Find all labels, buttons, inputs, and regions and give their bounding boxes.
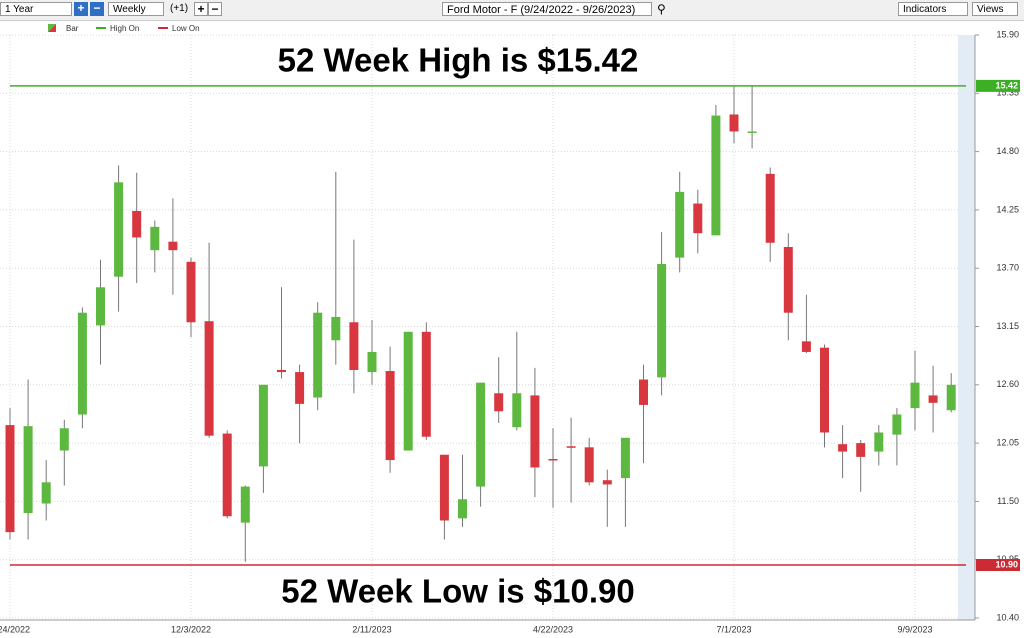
x-tick-label: 4/22/2023 <box>533 624 573 634</box>
candle-body <box>476 382 486 487</box>
candle-body <box>168 241 178 251</box>
candle-body <box>41 482 51 504</box>
future-zone <box>958 35 975 620</box>
x-tick-label: 9/24/2022 <box>0 624 30 634</box>
y-tick-label: 10.40 <box>996 612 1019 622</box>
chart: 10.4010.9511.5012.0512.6013.1513.7014.25… <box>0 24 1020 634</box>
candle-body <box>711 115 721 236</box>
candle-body <box>693 203 703 234</box>
candle-body <box>186 261 196 323</box>
candle-body <box>838 444 848 452</box>
candle-body <box>132 210 142 238</box>
candle-body <box>584 447 594 483</box>
candle-body <box>349 322 359 370</box>
candle-body <box>59 428 69 451</box>
legend-icon <box>48 24 56 32</box>
toolbar: 1 Year + − Weekly (+1) + − Ford Motor - … <box>0 0 1024 21</box>
candle-body <box>620 437 630 479</box>
candle-body <box>222 433 232 517</box>
candle-body <box>403 331 413 451</box>
reference-label-box <box>976 559 1020 571</box>
candle-body <box>331 316 341 341</box>
x-tick-label: 7/1/2023 <box>716 624 751 634</box>
candle-body <box>5 425 15 533</box>
candle-body <box>77 312 87 415</box>
x-tick-label: 12/3/2022 <box>171 624 211 634</box>
indicators-select[interactable]: Indicators <box>898 2 968 16</box>
candle-body <box>874 432 884 452</box>
candle-body <box>946 384 956 411</box>
candle-body <box>783 247 793 313</box>
y-tick-label: 11.50 <box>997 496 1019 506</box>
reference-label: 15.42 <box>995 80 1018 90</box>
candle-body <box>602 480 612 485</box>
candle-body <box>114 182 124 277</box>
annotation: 52 Week High is $15.42 <box>278 42 639 79</box>
zoom-out-button[interactable]: − <box>90 2 104 16</box>
candle-body <box>258 384 268 467</box>
annotation: 52 Week Low is $10.90 <box>281 573 634 610</box>
candle-body <box>657 263 667 378</box>
candle-body <box>421 331 431 437</box>
candle-body <box>458 499 467 519</box>
zoom-in-button[interactable]: + <box>74 2 88 16</box>
y-tick-label: 12.05 <box>996 437 1019 447</box>
candle-body <box>548 459 558 461</box>
y-tick-label: 14.80 <box>996 146 1019 156</box>
period-select[interactable]: 1 Year <box>0 2 72 16</box>
y-tick-label: 13.70 <box>996 263 1019 273</box>
symbol-box[interactable]: Ford Motor - F (9/24/2022 - 9/26/2023) <box>442 2 652 16</box>
candle-body <box>385 371 395 461</box>
legend-label: Bar <box>66 24 79 33</box>
candle-body <box>747 131 757 133</box>
candle-body <box>928 395 938 403</box>
candle-body <box>367 351 377 373</box>
y-tick-label: 15.90 <box>996 29 1019 39</box>
candle-body <box>512 393 522 428</box>
candle-body <box>820 347 829 433</box>
candle-body <box>729 114 739 132</box>
offset-minus[interactable]: − <box>208 2 222 16</box>
y-tick-label: 13.15 <box>996 321 1019 331</box>
x-tick-label: 2/11/2023 <box>352 624 391 634</box>
legend-label: Low On <box>172 24 200 33</box>
candle-body <box>204 321 214 436</box>
candle-body <box>675 191 685 258</box>
candle-body <box>23 426 33 514</box>
candle-body <box>295 372 305 404</box>
candle-body <box>801 341 811 352</box>
y-tick-label: 15.35 <box>996 88 1019 98</box>
candle-body <box>439 454 449 521</box>
views-select[interactable]: Views <box>972 2 1018 16</box>
interval-select[interactable]: Weekly <box>108 2 164 16</box>
candle-body <box>765 173 775 243</box>
x-tick-label: 9/9/2023 <box>897 624 932 634</box>
candle-body <box>494 393 504 412</box>
legend-label: High On <box>110 24 139 33</box>
candle-body <box>566 446 576 448</box>
candle-body <box>96 287 105 326</box>
candle-body <box>240 486 250 523</box>
candle-body <box>892 414 902 435</box>
candle-body <box>856 443 866 457</box>
candle-body <box>910 382 920 409</box>
offset-label: (+1) <box>170 3 189 14</box>
candle-body <box>277 369 286 373</box>
reference-label-box <box>976 79 1020 92</box>
candle-body <box>150 226 160 251</box>
reference-label: 10.90 <box>995 559 1018 569</box>
search-icon[interactable]: ⚲ <box>657 2 666 16</box>
y-tick-label: 12.60 <box>996 379 1019 389</box>
candle-body <box>313 312 323 398</box>
candle-body <box>639 379 648 405</box>
offset-plus[interactable]: + <box>194 2 208 16</box>
candle-body <box>530 395 540 468</box>
y-tick-label: 14.25 <box>996 204 1019 214</box>
